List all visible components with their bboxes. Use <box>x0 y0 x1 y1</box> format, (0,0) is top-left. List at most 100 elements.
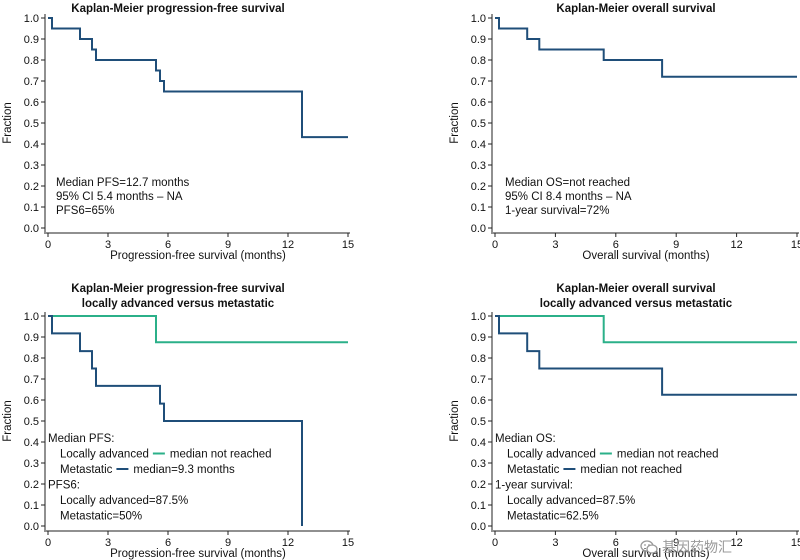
x-tick-label: 15 <box>342 239 354 251</box>
annotation-text: Median OS=not reached <box>505 177 630 189</box>
y-axis-title: Fraction <box>2 400 14 442</box>
y-tick-label: 0.5 <box>24 416 39 428</box>
y-tick-label: 0.5 <box>471 416 486 428</box>
chart-title: locally advanced versus metastatic <box>82 298 275 310</box>
survival-curve-locally-advanced <box>48 315 348 344</box>
y-tick-label: 0.1 <box>24 500 39 512</box>
annotation-text: Locally advanced=87.5% <box>507 495 635 507</box>
y-tick-label: 0.9 <box>24 332 39 344</box>
x-tick-label: 6 <box>165 537 171 549</box>
y-tick-label: 0.9 <box>471 332 486 344</box>
annotation-text: 1-year survival=72% <box>505 205 610 217</box>
annotation-text: Metastatic <box>60 464 113 476</box>
chart-panel-3: Kaplan-Meier progression-free survival lo… <box>2 283 354 560</box>
y-tick-label: 0.3 <box>24 160 39 172</box>
x-tick-label: 0 <box>492 239 498 251</box>
watermark-text: 基因药物汇 <box>662 540 732 556</box>
x-tick-label: 9 <box>673 537 679 549</box>
y-tick-label: 0.4 <box>471 139 486 151</box>
y-tick-label: 0.9 <box>471 34 486 46</box>
wechat-icon <box>640 540 658 554</box>
x-tick-label: 3 <box>105 537 111 549</box>
y-tick-label: 0.7 <box>471 76 486 88</box>
y-tick-label: 0.0 <box>24 521 39 533</box>
x-tick-label: 9 <box>225 537 231 549</box>
annotation-text: Locally advanced <box>60 449 149 461</box>
y-tick-label: 0.6 <box>24 97 39 109</box>
y-tick-label: 0.2 <box>471 479 486 491</box>
annotation-text: 95% CI 8.4 months – NA <box>505 191 632 203</box>
annotation-text: Metastatic <box>507 464 560 476</box>
chart-panel-2: Kaplan-Meier overall survival 0.0 0.1 0.2 0.… <box>449 3 800 262</box>
y-tick-label: 0.8 <box>24 353 39 365</box>
y-tick-label: 0.7 <box>24 76 39 88</box>
watermark: 基因药物汇 <box>640 536 796 558</box>
annotation-text: median=9.3 months <box>133 464 235 476</box>
survival-curve-overall <box>495 17 797 78</box>
annotation-text: Median PFS=12.7 months <box>56 177 190 189</box>
survival-curve-overall <box>48 17 348 139</box>
x-tick-label: 0 <box>45 537 51 549</box>
x-tick-label: 12 <box>730 239 742 251</box>
annotation-text: Locally advanced <box>507 449 596 461</box>
x-tick-label: 15 <box>791 239 800 251</box>
x-tick-label: 0 <box>45 239 51 251</box>
y-tick-label: 0.6 <box>471 97 486 109</box>
annotation-text: median not reached <box>170 449 272 461</box>
y-tick-label: 1.0 <box>24 311 39 323</box>
survival-curve-metastatic <box>48 315 303 526</box>
chart-title: Kaplan-Meier progression-free survival <box>71 3 284 15</box>
y-tick-label: 0.8 <box>24 55 39 67</box>
y-tick-label: 0.0 <box>471 521 486 533</box>
x-tick-label: 6 <box>613 537 619 549</box>
annotation-text: Median OS: <box>495 433 556 445</box>
chart-title: Kaplan-Meier progression-free survival <box>71 283 284 295</box>
x-tick-label: 15 <box>791 537 800 549</box>
chart-panel-4: Kaplan-Meier overall survival locally adv… <box>449 283 800 560</box>
annotation-text: median not reached <box>617 449 719 461</box>
annotation-text: Median PFS: <box>48 433 114 445</box>
y-tick-label: 1.0 <box>471 13 486 25</box>
y-tick-label: 0.4 <box>471 437 486 449</box>
y-tick-label: 0.5 <box>24 118 39 130</box>
y-tick-label: 0.3 <box>471 458 486 470</box>
chart-panel-1: Kaplan-Meier progression-free survival 0.… <box>2 3 354 262</box>
x-axis-title: Overall survival (months) <box>582 548 709 560</box>
x-axis-title: Progression-free survival (months) <box>110 250 286 262</box>
y-tick-label: 1.0 <box>471 311 486 323</box>
y-tick-label: 0.7 <box>24 374 39 386</box>
annotation-text: 1-year survival: <box>495 480 573 492</box>
y-tick-label: 0.0 <box>24 223 39 235</box>
x-tick-label: 0 <box>492 537 498 549</box>
y-axis-title: Fraction <box>449 400 461 442</box>
x-axis-title: Progression-free survival (months) <box>110 548 286 560</box>
annotation-text: Metastatic=50% <box>60 511 142 523</box>
annotation-text: PFS6=65% <box>56 205 115 217</box>
y-tick-label: 0.8 <box>471 353 486 365</box>
x-tick-label: 12 <box>282 239 294 251</box>
y-tick-label: 0.8 <box>471 55 486 67</box>
y-tick-label: 0.1 <box>471 202 486 214</box>
annotation-text: PFS6: <box>48 480 80 492</box>
x-tick-label: 6 <box>613 239 619 251</box>
y-tick-label: 0.6 <box>24 395 39 407</box>
x-tick-label: 15 <box>342 537 354 549</box>
chart-title: Kaplan-Meier overall survival <box>556 3 715 15</box>
annotation-text: Metastatic=62.5% <box>507 511 599 523</box>
y-tick-label: 0.4 <box>24 139 39 151</box>
y-tick-label: 0.3 <box>24 458 39 470</box>
survival-curve-metastatic <box>495 315 797 396</box>
annotation-text: Locally advanced=87.5% <box>60 495 188 507</box>
chart-title: locally advanced versus metastatic <box>540 298 733 310</box>
y-tick-label: 0.4 <box>24 437 39 449</box>
x-tick-label: 12 <box>730 537 742 549</box>
x-tick-label: 12 <box>282 537 294 549</box>
y-tick-label: 0.2 <box>24 479 39 491</box>
y-tick-label: 0.7 <box>471 374 486 386</box>
y-axis-title: Fraction <box>2 102 14 144</box>
y-tick-label: 0.9 <box>24 34 39 46</box>
y-tick-label: 0.2 <box>24 181 39 193</box>
survival-curve-locally-advanced <box>495 315 797 344</box>
x-tick-label: 6 <box>165 239 171 251</box>
